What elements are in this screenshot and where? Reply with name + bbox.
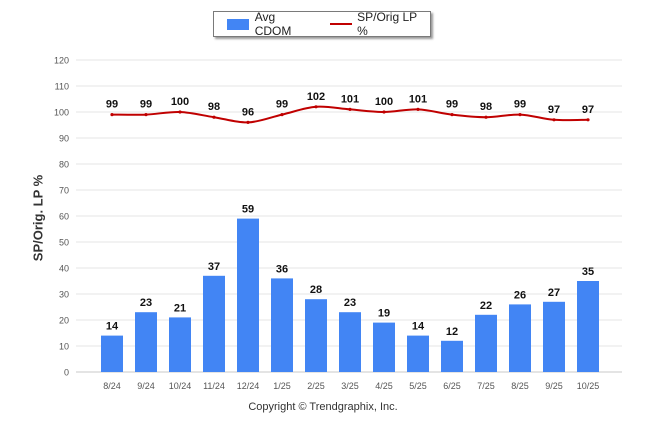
bar-value-label: 14 bbox=[106, 321, 119, 333]
line-value-label: 99 bbox=[276, 99, 288, 111]
bar-7-25[interactable] bbox=[475, 314, 497, 372]
line-value-label: 98 bbox=[208, 101, 220, 113]
bar-value-label: 23 bbox=[344, 297, 356, 309]
y-tick-label: 40 bbox=[59, 264, 69, 274]
line-value-label: 98 bbox=[480, 101, 492, 113]
legend: Avg CDOM SP/Orig LP % bbox=[213, 10, 431, 38]
bar-12-24[interactable] bbox=[237, 218, 259, 372]
x-tick-label: 4/25 bbox=[375, 381, 393, 391]
legend-item-sp-orig-lp[interactable]: SP/Orig LP % bbox=[314, 10, 430, 38]
bar-10-24[interactable] bbox=[169, 317, 191, 372]
line-value-label: 99 bbox=[446, 99, 458, 111]
line-point-6-25[interactable] bbox=[450, 113, 454, 117]
line-value-label: 100 bbox=[375, 96, 393, 108]
bar-value-label: 23 bbox=[140, 297, 152, 309]
x-tick-label: 9/25 bbox=[545, 381, 563, 391]
line-point-11-24[interactable] bbox=[212, 115, 216, 119]
y-tick-label: 0 bbox=[64, 368, 69, 378]
line-point-1-25[interactable] bbox=[280, 113, 284, 117]
bar-value-label: 59 bbox=[242, 204, 254, 216]
line-value-label: 101 bbox=[409, 93, 427, 105]
bar-5-25[interactable] bbox=[407, 335, 429, 372]
bar-9-24[interactable] bbox=[135, 312, 157, 372]
x-tick-label: 2/25 bbox=[307, 381, 325, 391]
x-tick-label: 9/24 bbox=[137, 381, 155, 391]
y-tick-label: 90 bbox=[59, 134, 69, 144]
y-tick-label: 100 bbox=[54, 108, 69, 118]
line-value-label: 97 bbox=[582, 104, 594, 116]
bar-11-24[interactable] bbox=[203, 275, 225, 372]
line-point-7-25[interactable] bbox=[484, 115, 488, 119]
bar-2-25[interactable] bbox=[305, 299, 327, 372]
bar-value-label: 21 bbox=[174, 302, 186, 314]
line-point-4-25[interactable] bbox=[382, 110, 386, 114]
y-tick-label: 30 bbox=[59, 290, 69, 300]
bar-value-label: 27 bbox=[548, 287, 560, 299]
y-tick-label: 50 bbox=[59, 238, 69, 248]
legend-label-avg-cdom: Avg CDOM bbox=[254, 10, 292, 38]
bar-3-25[interactable] bbox=[339, 312, 361, 372]
bar-8-25[interactable] bbox=[509, 304, 531, 372]
bar-value-label: 28 bbox=[310, 284, 322, 296]
x-tick-label: 1/25 bbox=[273, 381, 291, 391]
bar-1-25[interactable] bbox=[271, 278, 293, 372]
bar-value-label: 19 bbox=[378, 308, 390, 320]
line-value-label: 97 bbox=[548, 104, 560, 116]
line-point-10-25[interactable] bbox=[586, 118, 590, 122]
line-value-label: 99 bbox=[514, 99, 526, 111]
y-tick-label: 20 bbox=[59, 316, 69, 326]
bar-value-label: 37 bbox=[208, 261, 220, 273]
y-tick-label: 120 bbox=[54, 56, 69, 66]
line-point-3-25[interactable] bbox=[348, 107, 352, 111]
copyright-text: Copyright © Trendgraphix, Inc. bbox=[248, 401, 398, 413]
bar-9-25[interactable] bbox=[543, 301, 565, 372]
line-value-label: 96 bbox=[242, 106, 254, 118]
x-tick-label: 10/25 bbox=[577, 381, 600, 391]
line-point-5-25[interactable] bbox=[416, 107, 420, 111]
y-tick-label: 70 bbox=[59, 186, 69, 196]
bar-value-label: 22 bbox=[480, 300, 492, 312]
line-point-2-25[interactable] bbox=[314, 105, 318, 109]
line-point-8-24[interactable] bbox=[110, 113, 114, 117]
y-tick-label: 60 bbox=[59, 212, 69, 222]
legend-line-swatch bbox=[330, 23, 353, 25]
x-tick-label: 7/25 bbox=[477, 381, 495, 391]
line-value-label: 99 bbox=[106, 99, 118, 111]
line-point-9-24[interactable] bbox=[144, 113, 148, 117]
legend-label-sp-orig-lp: SP/Orig LP % bbox=[357, 10, 417, 38]
legend-item-avg-cdom[interactable]: Avg CDOM bbox=[214, 10, 314, 38]
y-tick-label: 10 bbox=[59, 342, 69, 352]
y-tick-label: 80 bbox=[59, 160, 69, 170]
legend-bar-swatch bbox=[227, 18, 249, 30]
x-tick-label: 8/25 bbox=[511, 381, 529, 391]
x-tick-label: 3/25 bbox=[341, 381, 359, 391]
line-point-8-25[interactable] bbox=[518, 113, 522, 117]
y-tick-label: 110 bbox=[55, 82, 69, 92]
bar-4-25[interactable] bbox=[373, 322, 395, 372]
x-tick-label: 10/24 bbox=[169, 381, 192, 391]
bar-8-24[interactable] bbox=[101, 335, 123, 372]
line-value-label: 102 bbox=[307, 91, 325, 103]
x-tick-label: 12/24 bbox=[237, 381, 260, 391]
x-tick-label: 5/25 bbox=[409, 381, 427, 391]
bar-value-label: 14 bbox=[412, 321, 425, 333]
x-tick-label: 11/24 bbox=[203, 381, 225, 391]
x-tick-label: 8/24 bbox=[103, 381, 121, 391]
bar-value-label: 26 bbox=[514, 289, 526, 301]
bar-value-label: 12 bbox=[446, 326, 458, 338]
line-value-label: 101 bbox=[341, 93, 359, 105]
bar-6-25[interactable] bbox=[441, 340, 463, 372]
bar-value-label: 35 bbox=[582, 266, 594, 278]
line-value-label: 100 bbox=[171, 96, 189, 108]
x-tick-label: 6/25 bbox=[443, 381, 461, 391]
bar-value-label: 36 bbox=[276, 263, 288, 275]
line-point-12-24[interactable] bbox=[246, 120, 250, 124]
line-value-label: 99 bbox=[140, 99, 152, 111]
line-point-10-24[interactable] bbox=[178, 110, 182, 114]
line-point-9-25[interactable] bbox=[552, 118, 556, 122]
bar-10-25[interactable] bbox=[577, 281, 599, 372]
